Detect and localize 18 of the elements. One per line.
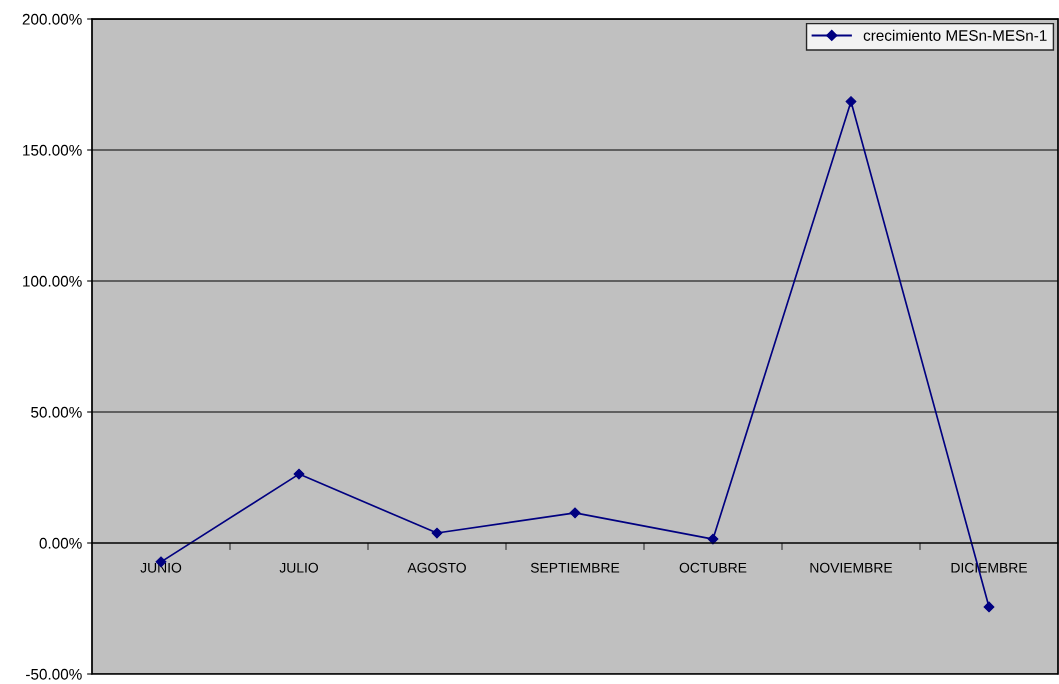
x-tick-label: SEPTIEMBRE [530, 562, 620, 573]
point [845, 96, 857, 107]
x-tick-label: JUNIO [140, 562, 182, 573]
x-tick-label: JULIO [279, 562, 319, 573]
y-tick-label: 200.00% [22, 13, 82, 25]
point [569, 507, 581, 519]
y-tick-label: 150.00% [23, 144, 82, 156]
x-tick-label: NOVIEMBRE [810, 562, 893, 573]
y-tick-label: 0.00% [39, 537, 82, 549]
x-tick-label: OCTUBRE [679, 562, 747, 573]
point [431, 527, 443, 539]
x-tick-label: AGOSTO [407, 562, 466, 573]
point [293, 468, 305, 480]
y-tick-label: 50.00% [31, 406, 82, 418]
y-tick-label: 100.00% [23, 275, 82, 287]
point [983, 601, 995, 613]
legend-label: crecimiento MESn-MESn-1 [863, 29, 1047, 41]
y-tick-label: -50.00% [26, 668, 82, 680]
